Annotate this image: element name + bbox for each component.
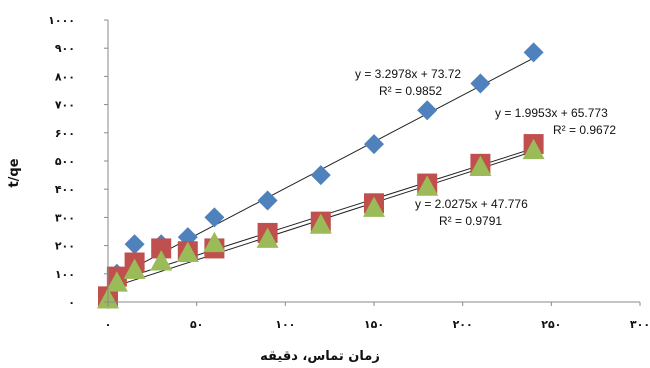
trendline-equation: y = 1.9953x + 65.773 — [495, 106, 608, 120]
data-point-series-1 — [204, 207, 225, 228]
data-point-series-3 — [150, 250, 173, 271]
data-point-series-3 — [176, 241, 199, 262]
data-point-series-1 — [364, 134, 384, 155]
x-tick-label: ۲۵۰ — [541, 318, 561, 331]
data-point-series-3 — [416, 175, 439, 196]
data-point-series-3 — [256, 227, 279, 248]
trendline-annotations: y = 3.2978x + 73.72 R² = 0.9852 y = 1.9953… — [355, 67, 616, 228]
trendline-equation: y = 2.0275x + 47.776 — [415, 197, 528, 211]
y-tick-label: ۰ — [68, 296, 75, 309]
data-point-series-3 — [123, 258, 146, 279]
data-point-series-3 — [203, 231, 226, 253]
data-point-series-1 — [257, 190, 278, 211]
data-point-series-1 — [470, 73, 491, 94]
y-tick-label: ۸۰۰ — [55, 70, 75, 83]
x-tick-label: ۱۰۰ — [275, 318, 295, 331]
data-point-series-3 — [469, 155, 492, 176]
data-points — [97, 42, 545, 310]
y-tick-label: ۱۰۰۰ — [48, 14, 75, 27]
y-axis-title: t/qe — [7, 158, 22, 187]
y-tick-label: ۶۰۰ — [55, 127, 75, 140]
x-tick-label: ۳۰۰ — [630, 318, 650, 331]
x-tick-label: ۲۰۰ — [453, 318, 473, 331]
y-tick-label: ۹۰۰ — [55, 42, 75, 55]
data-point-series-1 — [124, 234, 145, 255]
y-tick-label: ۲۰۰ — [55, 240, 75, 253]
data-point-series-3 — [522, 138, 545, 160]
x-tick-label: ۱۵۰ — [364, 318, 384, 331]
data-point-series-3 — [309, 213, 332, 234]
x-axis-title: زمان تماس، دقیقه — [260, 349, 380, 364]
data-point-series-1 — [310, 165, 331, 186]
data-point-series-3 — [363, 196, 385, 217]
y-tick-label: ۴۰۰ — [55, 183, 75, 196]
y-tick-label: ۳۰۰ — [55, 211, 75, 224]
y-tick-label: ۵۰۰ — [55, 155, 75, 168]
data-point-series-3 — [105, 271, 128, 292]
trendline-r2: R² = 0.9852 — [379, 84, 442, 98]
y-tick-label: ۷۰۰ — [55, 99, 75, 112]
trendline-r2: R² = 0.9672 — [553, 123, 616, 137]
x-ticks: ۰ ۵۰ ۱۰۰ ۱۵۰ ۲۰۰ ۲۵۰ ۳۰۰ — [105, 302, 650, 331]
data-point-series-1 — [417, 100, 438, 121]
data-point-series-1 — [523, 42, 544, 63]
x-tick-label: ۵۰ — [190, 318, 203, 331]
x-tick-label: ۰ — [105, 318, 112, 331]
trendline-r2: R² = 0.9791 — [439, 214, 502, 228]
y-ticks: ۰ ۱۰۰ ۲۰۰ ۳۰۰ ۴۰۰ ۵۰۰ ۶۰۰ ۷۰۰ ۸۰۰ ۹۰۰ ۱۰۰۰ — [48, 14, 108, 309]
data-point-series-2 — [151, 238, 172, 259]
y-tick-label: ۱۰۰ — [55, 268, 75, 281]
trendline-equation: y = 3.2978x + 73.72 — [355, 67, 461, 81]
